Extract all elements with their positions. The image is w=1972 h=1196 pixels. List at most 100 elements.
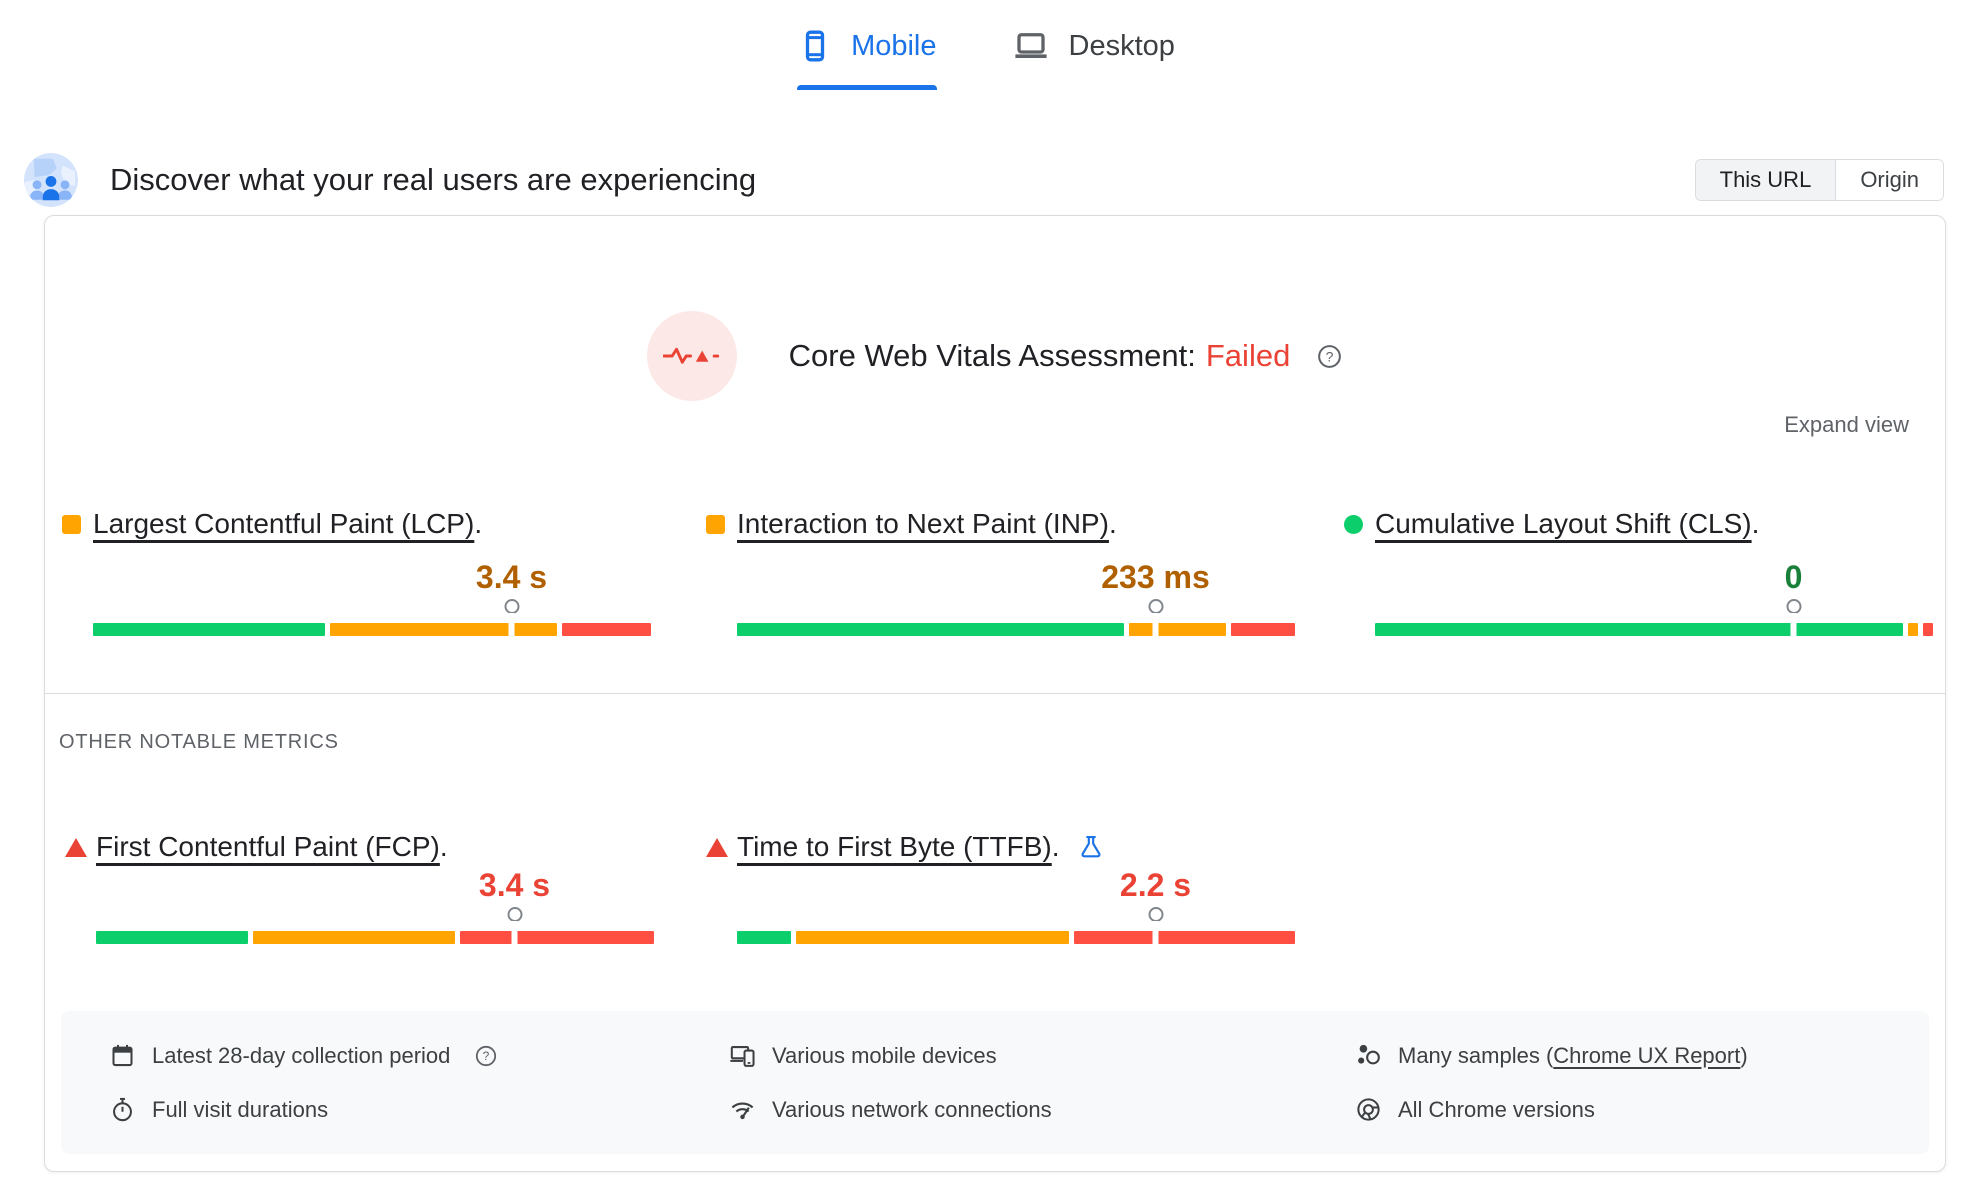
tab-desktop[interactable]: Desktop [1011,28,1175,90]
metric-inp-period: . [1108,508,1117,539]
collection-details-panel: Latest 28-day collection period ? Variou… [61,1011,1929,1154]
field-data-card: Core Web Vitals Assessment: Failed ? Expa… [44,215,1946,1172]
mobile-phone-icon [805,30,825,62]
distribution-segment-needs_improvement [1129,623,1227,636]
section-divider [45,693,1945,694]
distribution-segment-poor [460,931,654,944]
assessment-label-text: Core Web Vitals Assessment: [788,338,1196,373]
distribution-segment-needs_improvement [253,931,456,944]
visit-durations-item: Full visit durations [109,1095,729,1125]
devices-icon [730,1046,755,1067]
good-circle-icon [1344,514,1363,534]
metric-lcp-distribution: 3.4 s [93,559,651,636]
distribution-segment-poor [1922,623,1933,636]
samples-suffix: ) [1740,1042,1748,1068]
experimental-flask-icon[interactable] [1078,834,1104,860]
distribution-bar [96,931,654,944]
visit-durations-label: Full visit durations [152,1096,329,1122]
stopwatch-icon [113,1097,132,1122]
distribution-segment-good [737,623,1125,636]
distribution-segment-needs_improvement [330,623,558,636]
distribution-segment-needs_improvement [1908,623,1918,636]
pulse-badge-icon [646,311,737,401]
samples-prefix: Many samples ( [1398,1042,1554,1068]
p75-marker-pin [1148,599,1163,636]
metric-inp-title-link[interactable]: Interaction to Next Paint (INP) [737,508,1109,539]
metric-cls-period: . [1751,508,1760,539]
distribution-segment-poor [1073,931,1295,944]
p75-marker-pin [504,599,519,636]
chrome-icon [1357,1098,1380,1121]
chrome-versions-label: All Chrome versions [1398,1096,1595,1122]
active-tab-indicator [797,85,937,90]
p75-marker-pin [1786,599,1801,636]
cwv-assessment: Core Web Vitals Assessment: Failed ? [45,311,1945,401]
assessment-help-icon[interactable]: ? [1316,343,1343,370]
connections-label: Various network connections [772,1096,1052,1122]
distribution-bar [737,623,1295,636]
distribution-bar [93,623,651,636]
metric-lcp-head: Largest Contentful Paint (LCP). [62,506,651,542]
metric-cls-title-link[interactable]: Cumulative Layout Shift (CLS) [1375,508,1752,539]
distribution-segment-good [1375,623,1904,636]
metric-ttfb-period: . [1051,831,1060,862]
chrome-ux-report-link[interactable]: Chrome UX Report [1553,1042,1741,1068]
devices-label: Various mobile devices [772,1042,997,1068]
metric-lcp-period: . [474,508,483,539]
metric-ttfb-title-link[interactable]: Time to First Byte (TTFB) [737,831,1052,862]
metric-ttfb-value: 2.2 s [1119,867,1192,903]
network-icon [731,1102,754,1120]
metric-fcp-title-link[interactable]: First Contentful Paint (FCP) [96,831,440,862]
page-title: Discover what your real users are experi… [110,162,757,197]
expand-view-button[interactable]: Expand view [1784,412,1909,437]
metric-inp-value: 233 ms [1101,559,1210,595]
metric-fcp-value: 3.4 s [478,867,551,903]
chrome-versions-item: All Chrome versions [1355,1095,1929,1125]
devices-item: Various mobile devices [729,1041,1355,1071]
metric-fcp-period: . [439,831,448,862]
metric-lcp-title-link[interactable]: Largest Contentful Paint (LCP) [93,508,475,539]
metric-inp: Interaction to Next Paint (INP). 233 ms [706,506,1295,636]
tab-mobile[interactable]: Mobile [797,28,937,90]
tab-desktop-label: Desktop [1068,29,1175,62]
p75-marker-pin [1148,907,1163,944]
poor-triangle-icon [65,837,87,857]
metric-cls: Cumulative Layout Shift (CLS). 0 [1344,506,1933,636]
real-users-globe-icon [24,153,78,207]
connections-item: Various network connections [729,1095,1355,1125]
scope-origin-button[interactable]: Origin [1835,160,1943,200]
distribution-bar [737,931,1295,944]
samples-label: Many samples (Chrome UX Report) [1398,1043,1748,1069]
metric-inp-head: Interaction to Next Paint (INP). [706,506,1295,542]
needs-improvement-square-icon [706,514,725,534]
scope-toggle: This URL Origin [1694,159,1944,201]
distribution-segment-poor [562,623,651,636]
metric-lcp-value: 3.4 s [475,559,548,595]
other-metrics-heading: OTHER NOTABLE METRICS [59,731,339,753]
distribution-segment-poor [1231,623,1295,636]
p75-marker-pin [507,907,522,944]
assessment-status: Failed [1205,338,1291,373]
metric-cls-head: Cumulative Layout Shift (CLS). [1344,506,1933,542]
distribution-segment-good [737,931,791,944]
collection-period-item: Latest 28-day collection period ? [109,1041,729,1071]
scope-this-url-button[interactable]: This URL [1695,160,1836,200]
samples-icon [1358,1044,1380,1065]
device-tabs: Mobile Desktop [0,28,1972,90]
assessment-label: Core Web Vitals Assessment: Failed [789,338,1291,374]
metric-ttfb: Time to First Byte (TTFB). 2.2 s [706,829,1295,944]
distribution-segment-needs_improvement [795,931,1069,944]
svg-text:?: ? [483,1049,490,1063]
metric-ttfb-distribution: 2.2 s [737,867,1295,944]
metric-cls-value: 0 [1784,559,1803,595]
poor-triangle-icon [706,837,728,857]
collection-period-help-icon[interactable]: ? [474,1044,498,1068]
metric-fcp: First Contentful Paint (FCP). 3.4 s [65,829,654,944]
distribution-bar [1375,623,1933,636]
metric-ttfb-head: Time to First Byte (TTFB). [706,829,1295,865]
calendar-icon [112,1044,133,1067]
distribution-segment-good [96,931,249,944]
metric-lcp: Largest Contentful Paint (LCP). 3.4 s [62,506,651,636]
metric-cls-distribution: 0 [1375,559,1933,636]
